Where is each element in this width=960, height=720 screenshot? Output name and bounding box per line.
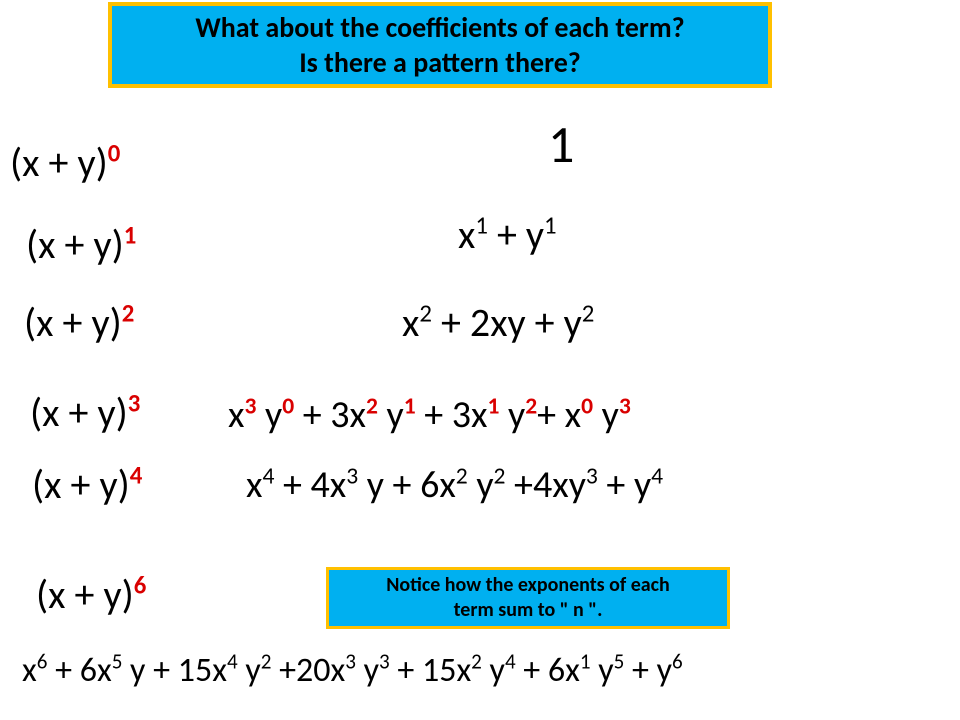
binomial-base: (x + y) (10, 138, 108, 187)
note-box: Notice how the exponents of each term su… (326, 567, 730, 629)
title-box: What about the coefficients of each term… (108, 2, 772, 88)
expansion-1: x1 + y1 (458, 210, 557, 259)
expansion-6: x6 + 6x5 y + 15x4 y2 +20x3 y3 + 15x2 y4 … (22, 650, 683, 691)
binomial-exponent: 6 (134, 570, 147, 601)
expansion-0: 1 (548, 112, 574, 176)
title-line-1: What about the coefficients of each term… (195, 10, 684, 45)
binomial-base: (x + y) (30, 388, 128, 437)
binomial-base: (x + y) (24, 298, 122, 347)
expansion-3: x3 y0 + 3x2 y1 + 3x1 y2+ x0 y3 (228, 392, 631, 438)
binomial-exponent: 4 (130, 460, 143, 491)
binomial-exponent: 3 (128, 388, 141, 419)
expansion-2: x2 + 2xy + y2 (402, 298, 594, 347)
binomial-base: (x + y) (32, 460, 130, 509)
note-line-2: term sum to " n ". (454, 598, 603, 623)
title-line-2: Is there a pattern there? (299, 45, 581, 80)
binomial-base: (x + y) (36, 570, 134, 619)
binomial-power-6: (x + y)6 (36, 570, 146, 619)
binomial-power-4: (x + y)4 (32, 460, 142, 509)
expansion-4: x4 + 4x3 y + 6x2 y2 +4xy3 + y4 (246, 462, 663, 508)
binomial-exponent: 1 (124, 220, 137, 251)
binomial-exponent: 0 (108, 138, 121, 169)
binomial-power-2: (x + y)2 (24, 298, 134, 347)
binomial-power-3: (x + y)3 (30, 388, 140, 437)
note-line-1: Notice how the exponents of each (386, 573, 670, 598)
binomial-base: (x + y) (26, 220, 124, 269)
binomial-exponent: 2 (122, 298, 135, 329)
binomial-power-1: (x + y)1 (26, 220, 136, 269)
binomial-power-0: (x + y)0 (10, 138, 120, 187)
